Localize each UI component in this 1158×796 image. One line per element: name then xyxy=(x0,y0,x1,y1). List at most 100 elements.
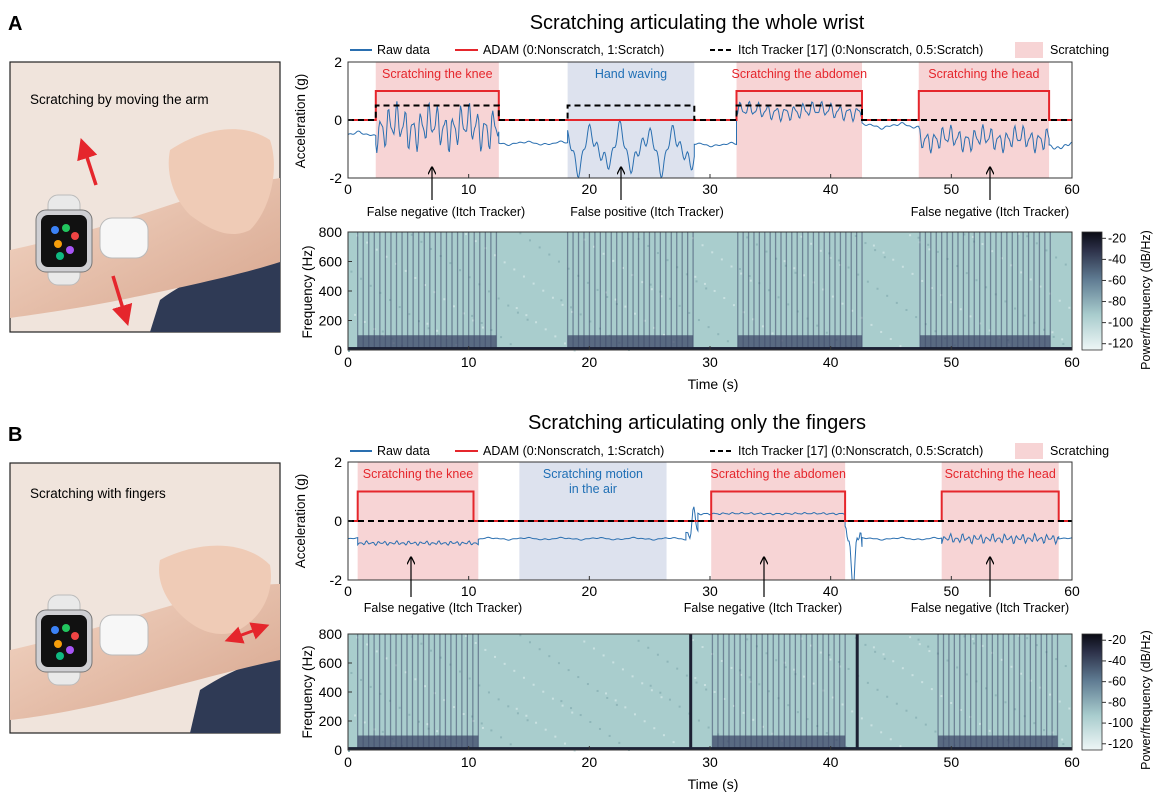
noise-dot xyxy=(899,345,902,348)
app-icon xyxy=(51,626,59,634)
noise-dot xyxy=(369,685,372,688)
noise-dot xyxy=(802,274,805,277)
noise-dot xyxy=(633,312,636,315)
noise-dot xyxy=(586,281,589,284)
noise-dot xyxy=(831,696,834,699)
annotation-text: False positive (Itch Tracker) xyxy=(570,205,724,219)
noise-dot xyxy=(761,725,764,728)
x-tick-label: 20 xyxy=(582,754,598,770)
region-shade xyxy=(736,62,863,178)
panel-b: B Scratching articulating only the finge… xyxy=(8,412,1153,792)
noise-dot xyxy=(694,275,697,278)
noise-dot xyxy=(494,254,497,257)
noise-dot xyxy=(624,706,627,709)
noise-dot xyxy=(513,268,516,271)
noise-dot xyxy=(649,283,652,286)
noise-dot xyxy=(1010,665,1013,668)
noise-dot xyxy=(950,301,953,304)
noise-dot xyxy=(810,242,813,245)
noise-dot xyxy=(449,262,452,265)
noise-dot xyxy=(697,719,700,722)
colorbar-tick-label: -20 xyxy=(1108,633,1126,647)
noise-dot xyxy=(544,728,547,731)
x-tick-label: 60 xyxy=(1064,181,1080,197)
noise-dot xyxy=(468,677,471,680)
x-tick-label: 30 xyxy=(702,754,718,770)
noise-dot xyxy=(507,705,510,708)
noise-dot xyxy=(915,316,918,319)
colorbar-tick-label: -20 xyxy=(1108,231,1126,245)
noise-dot xyxy=(787,303,790,306)
noise-dot xyxy=(1061,338,1064,341)
noise-dot xyxy=(1023,314,1026,317)
noise-dot xyxy=(560,700,563,703)
noise-dot xyxy=(864,242,867,245)
noise-dot xyxy=(404,671,407,674)
noise-dot xyxy=(641,281,644,284)
noise-dot xyxy=(1000,658,1003,661)
noise-dot xyxy=(660,696,663,699)
noise-dot xyxy=(695,681,698,684)
colorbar xyxy=(1081,633,1103,751)
app-icon xyxy=(54,240,62,248)
noise-dot xyxy=(662,333,665,336)
noise-dot xyxy=(452,305,455,308)
noise-dot xyxy=(971,235,974,238)
noise-dot xyxy=(500,336,503,339)
noise-dot xyxy=(899,745,902,748)
noise-dot xyxy=(969,315,972,318)
noise-dot xyxy=(615,703,618,706)
spectrogram-x-label: Time (s) xyxy=(688,376,739,392)
legend: Raw data ADAM (0:Nonscratch, 1:Scratch) … xyxy=(350,443,1109,459)
noise-dot xyxy=(979,722,982,725)
noise-dot xyxy=(812,682,815,685)
noise-dot xyxy=(847,266,850,269)
noise-dot xyxy=(1061,738,1064,741)
noise-dot xyxy=(426,723,429,726)
app-icon xyxy=(66,246,74,254)
noise-dot xyxy=(1035,242,1038,245)
colorbar-tick-label: -60 xyxy=(1108,675,1126,689)
noise-dot xyxy=(433,291,436,294)
noise-dot xyxy=(650,689,653,692)
noise-dot xyxy=(647,646,650,649)
annotation-text: False negative (Itch Tracker) xyxy=(911,205,1069,219)
noise-dot xyxy=(369,284,372,287)
noise-dot xyxy=(481,726,484,729)
noise-dot xyxy=(1014,307,1017,310)
noise-dot xyxy=(775,659,778,662)
noise-dot xyxy=(829,658,832,661)
noise-dot xyxy=(866,681,869,684)
noise-dot xyxy=(971,637,974,640)
chart-title: Scratching articulating the whole wrist xyxy=(530,12,865,34)
noise-dot xyxy=(985,286,988,289)
legend-swatch-scratching xyxy=(1015,443,1043,459)
noise-dot xyxy=(1068,707,1071,710)
x-tick-label: 10 xyxy=(461,181,477,197)
noise-dot xyxy=(726,340,729,343)
noise-dot xyxy=(544,328,547,331)
app-icon xyxy=(54,640,62,648)
app-icon xyxy=(71,632,79,640)
noise-dot xyxy=(758,683,761,686)
noise-dot xyxy=(354,313,357,316)
region-label: Scratching the abdomen xyxy=(732,67,868,81)
noise-dot xyxy=(845,745,848,748)
noise-dot xyxy=(837,259,840,262)
y-tick-label: 600 xyxy=(319,254,343,270)
colorbar-tick-label: -60 xyxy=(1108,273,1126,287)
noise-dot xyxy=(612,661,615,664)
noise-dot xyxy=(398,306,401,309)
noise-dot xyxy=(519,232,522,235)
y-tick-label: 0 xyxy=(334,112,342,128)
noise-dot xyxy=(1010,264,1013,267)
noise-dot xyxy=(829,256,832,259)
noise-dot xyxy=(621,668,624,671)
noise-dot xyxy=(348,750,350,752)
noise-dot xyxy=(563,342,566,345)
colorbar-tick-label: -40 xyxy=(1108,252,1126,266)
noise-dot xyxy=(895,301,898,304)
noise-dot xyxy=(950,702,953,705)
noise-dot xyxy=(717,333,720,336)
noise-dot xyxy=(668,297,671,300)
